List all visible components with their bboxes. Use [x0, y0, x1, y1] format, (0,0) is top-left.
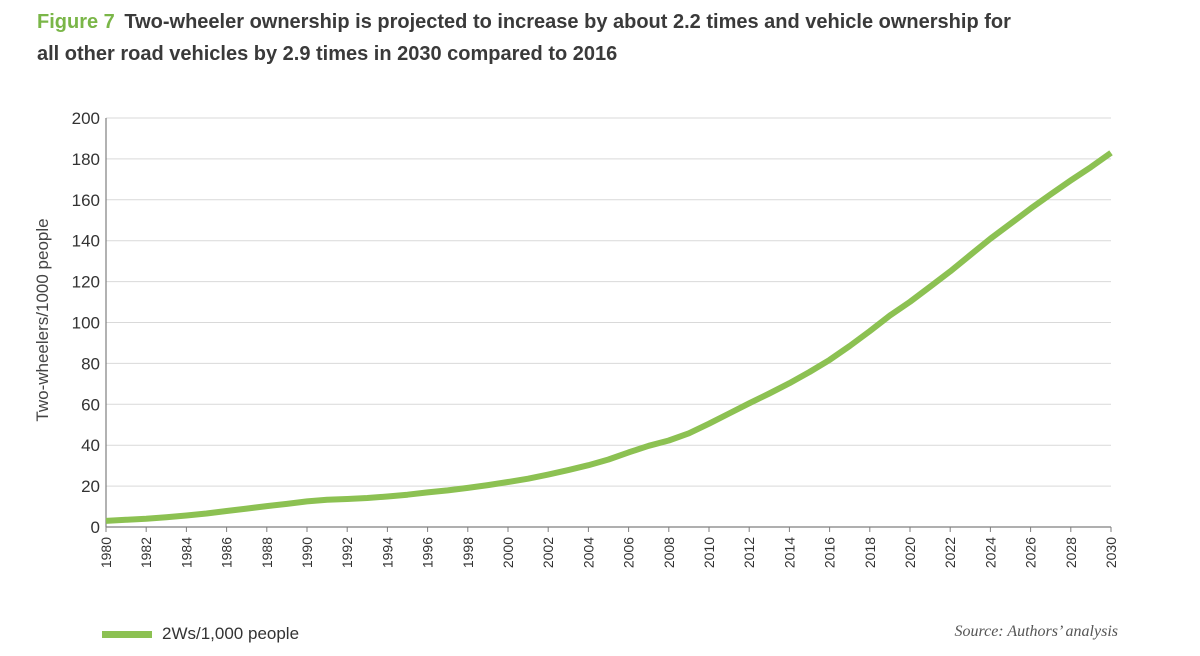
x-tick-label: 1998	[460, 537, 476, 568]
y-tick-label: 100	[72, 314, 100, 333]
series-layer	[105, 150, 1113, 524]
y-tick-label: 160	[72, 191, 100, 210]
x-tick-label: 2012	[741, 537, 757, 568]
x-tick-label: 1984	[178, 537, 194, 568]
y-tick-label: 20	[81, 477, 100, 496]
x-tick-label: 2006	[621, 537, 637, 568]
y-tick-label: 0	[91, 518, 100, 537]
y-tick-label: 120	[72, 273, 100, 292]
axes	[105, 118, 1112, 532]
y-tick-label: 180	[72, 150, 100, 169]
x-tick-labels: 1980 1982 1984 1986 1988 1990 1992 1994 1996 1998…	[98, 537, 1119, 568]
x-tick-label: 2014	[781, 537, 797, 568]
y-tick-label: 60	[81, 395, 100, 414]
x-tick-label: 1982	[138, 537, 154, 568]
x-tick-label: 1992	[339, 537, 355, 568]
x-tick-label: 2000	[500, 537, 516, 568]
series-line-2ws-per-1000-people	[105, 150, 1113, 524]
y-tick-label: 80	[81, 354, 100, 373]
y-tick-label: 140	[72, 232, 100, 251]
gridlines	[106, 117, 1111, 487]
x-tick-label: 2002	[540, 537, 556, 568]
figure-title-text: Two-wheeler ownership is projected to in…	[37, 11, 1011, 65]
x-tick-label: 1994	[379, 537, 395, 568]
legend-label: 2Ws/1,000 people	[162, 624, 300, 643]
x-tick-label: 2028	[1063, 537, 1079, 568]
legend: 2Ws/1,000 people	[102, 624, 299, 644]
x-tick-label: 2022	[942, 537, 958, 568]
legend-swatch	[102, 630, 152, 638]
x-tick-label: 2026	[1023, 537, 1039, 568]
x-tick-label: 2004	[580, 537, 596, 568]
x-tick-label: 2024	[982, 537, 998, 568]
figure-number: Figure 7	[37, 11, 115, 33]
x-tick-label: 2016	[822, 537, 838, 568]
y-axis-label: Two-wheelers/1000 people	[33, 218, 52, 421]
x-tick-label: 1990	[299, 537, 315, 568]
x-tick-label: 1996	[420, 537, 436, 568]
y-tick-labels: 0 20 40 60 80 100 120 140 160 180 200	[72, 109, 100, 537]
x-tick-label: 2020	[902, 537, 918, 568]
source-note: Source: Authors’ analysis	[954, 623, 1118, 640]
y-tick-label: 200	[72, 109, 100, 128]
x-tick-label: 1986	[219, 537, 235, 568]
x-tick-label: 2008	[661, 537, 677, 568]
x-tick-label: 1980	[98, 537, 114, 568]
figure-title: Figure 7 Two-wheeler ownership is projec…	[37, 6, 1037, 70]
x-tick-label: 2018	[862, 537, 878, 568]
y-tick-label: 40	[81, 436, 100, 455]
x-tick-label: 2030	[1103, 537, 1119, 568]
x-tick-label: 1988	[259, 537, 275, 568]
x-tick-label: 2010	[701, 537, 717, 568]
